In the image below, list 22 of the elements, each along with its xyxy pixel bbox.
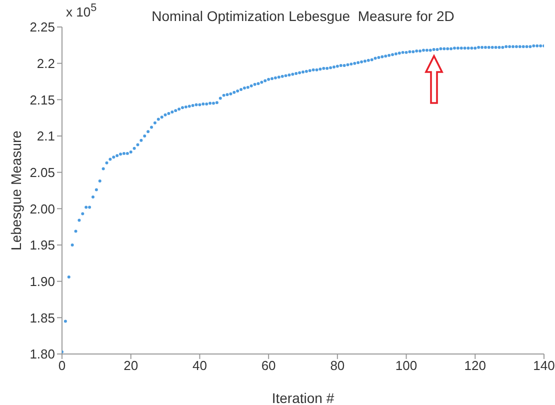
y-tick-label: 2.05 xyxy=(30,164,55,180)
y-tick-label: 2.25 xyxy=(30,20,55,35)
x-tick-label: 80 xyxy=(330,358,345,374)
x-tick-label: 40 xyxy=(192,358,207,374)
x-tick-label: 60 xyxy=(261,358,276,374)
chart-title: Nominal Optimization Lebesgue Measure for 2D xyxy=(152,8,454,24)
y-tick-label: 1.85 xyxy=(30,310,55,326)
x-tick-label: 100 xyxy=(395,358,418,374)
x-axis-title: Iteration # xyxy=(272,390,334,405)
y-tick-label: 2.00 xyxy=(30,201,55,216)
y-tick-label: 1.95 xyxy=(30,238,55,253)
x-tick-label: 20 xyxy=(124,358,138,374)
y-tick-label: 2.1 xyxy=(36,128,55,144)
text: x 10$^{5}$ xyxy=(66,2,97,20)
x-tick-label: 120 xyxy=(464,358,486,374)
y-tick-label: 1.90 xyxy=(30,274,55,289)
y-tick-label: 2.15 xyxy=(30,92,55,108)
x-tick-label: 0 xyxy=(58,358,66,374)
y-axis-title: Lebesgue Measure xyxy=(8,130,24,250)
y-tick-label: 2.2 xyxy=(36,56,55,71)
y-tick-label: 1.80 xyxy=(30,346,55,362)
x-tick-label: 140 xyxy=(533,358,555,374)
